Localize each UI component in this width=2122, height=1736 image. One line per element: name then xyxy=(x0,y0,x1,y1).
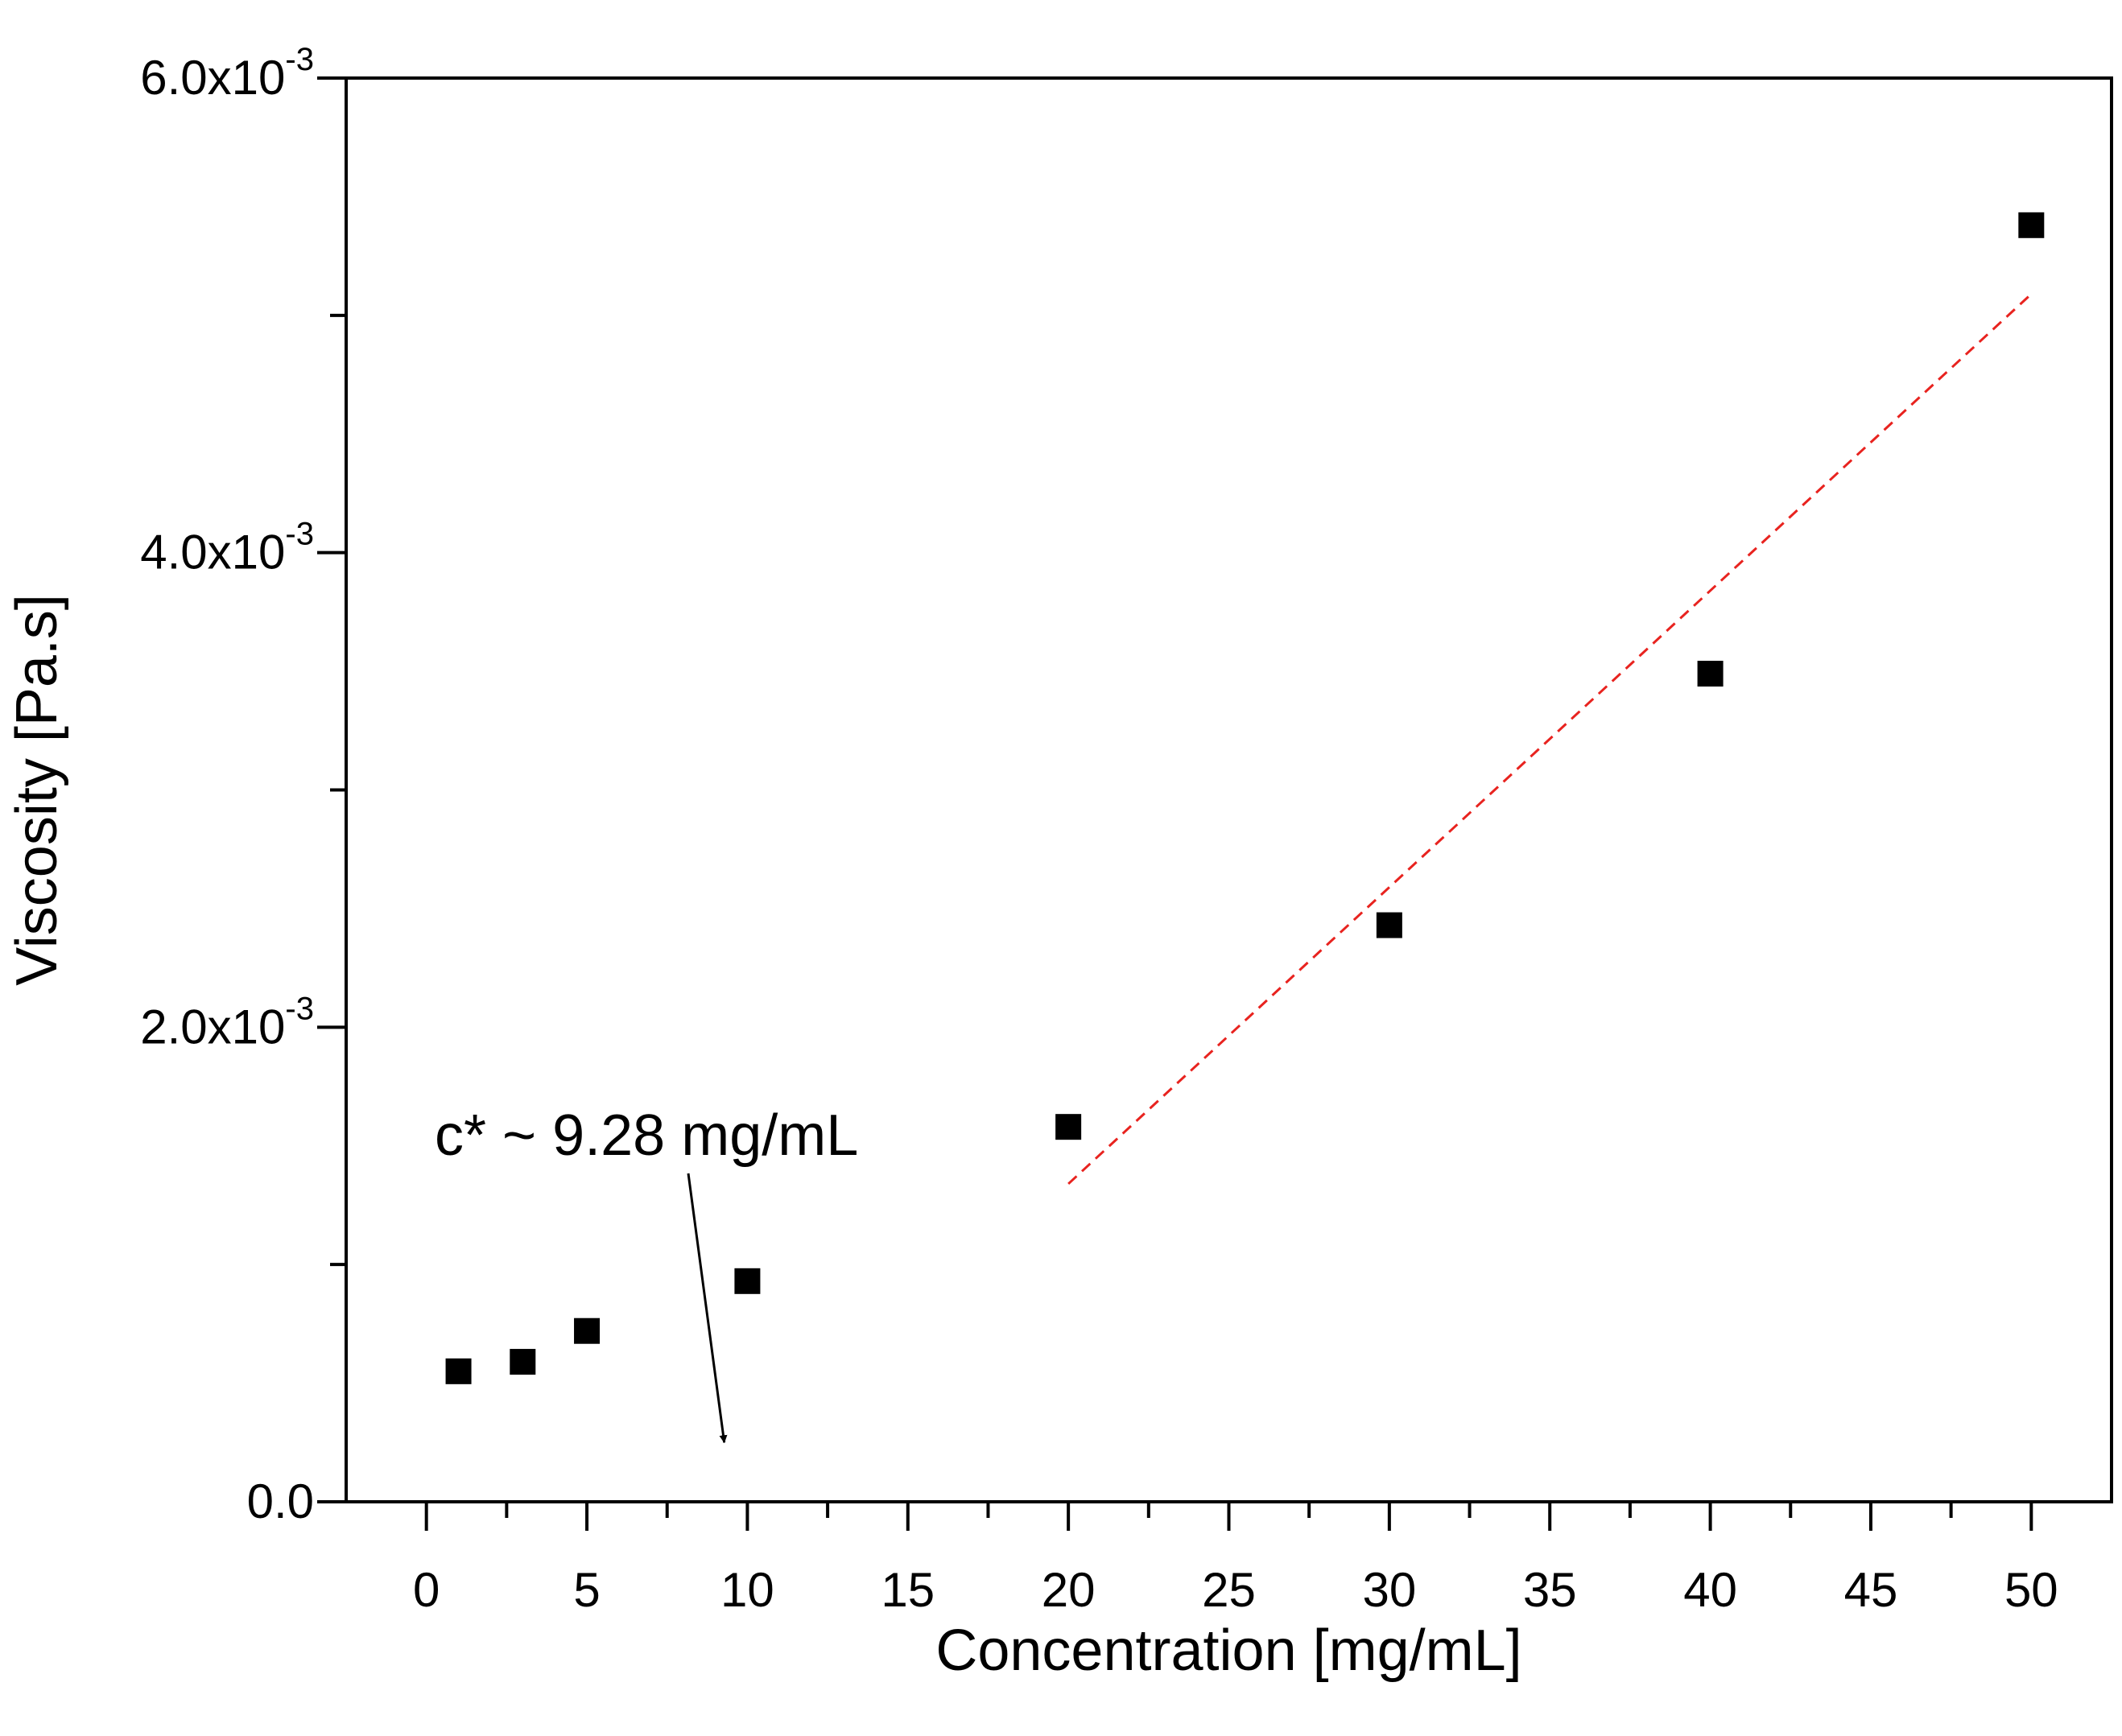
plot-frame xyxy=(345,76,2113,1503)
x-axis-ticks: 0 5 10 15 20 25 30 35 40 45 50 xyxy=(413,1502,2058,1617)
data-point xyxy=(2018,212,2045,238)
x-tick-label: 45 xyxy=(1844,1563,1898,1617)
y-tick-label: 2.0x10-3 xyxy=(140,991,314,1054)
data-point xyxy=(1697,661,1724,687)
data-point xyxy=(445,1358,472,1384)
x-tick-label: 50 xyxy=(2004,1563,2058,1617)
x-tick-label: 10 xyxy=(720,1563,774,1617)
x-tick-label: 5 xyxy=(573,1563,600,1617)
y-axis-ticks: 0.0 2.0x10-3 4.0x10-3 6.0x10-3 xyxy=(140,42,346,1528)
x-tick-label: 30 xyxy=(1362,1563,1416,1617)
y-tick-label: 6.0x10-3 xyxy=(140,42,314,105)
annotation-arrow xyxy=(687,1173,728,1444)
data-point xyxy=(734,1268,761,1294)
y-axis-title: Viscosity [Pa.s] xyxy=(5,594,69,986)
x-tick-label: 15 xyxy=(881,1563,935,1617)
y-tick-label: 4.0x10-3 xyxy=(140,517,314,579)
data-point xyxy=(510,1349,536,1375)
x-tick-label: 20 xyxy=(1042,1563,1096,1617)
data-point xyxy=(574,1317,601,1344)
x-tick-label: 25 xyxy=(1202,1563,1256,1617)
x-tick-label: 0 xyxy=(413,1563,440,1617)
y-tick-label: 0.0 xyxy=(247,1474,314,1528)
x-tick-label: 40 xyxy=(1683,1563,1737,1617)
annotation-label: c* ~ 9.28 mg/mL xyxy=(435,1103,858,1168)
data-points-layer xyxy=(445,212,2045,1384)
data-point xyxy=(1376,912,1402,938)
x-tick-label: 35 xyxy=(1523,1563,1577,1617)
x-axis-title: Concentration [mg/mL] xyxy=(935,1618,1521,1683)
fit-line-layer xyxy=(1067,293,2033,1186)
data-point xyxy=(1055,1114,1082,1140)
fit-line xyxy=(1067,293,2033,1186)
